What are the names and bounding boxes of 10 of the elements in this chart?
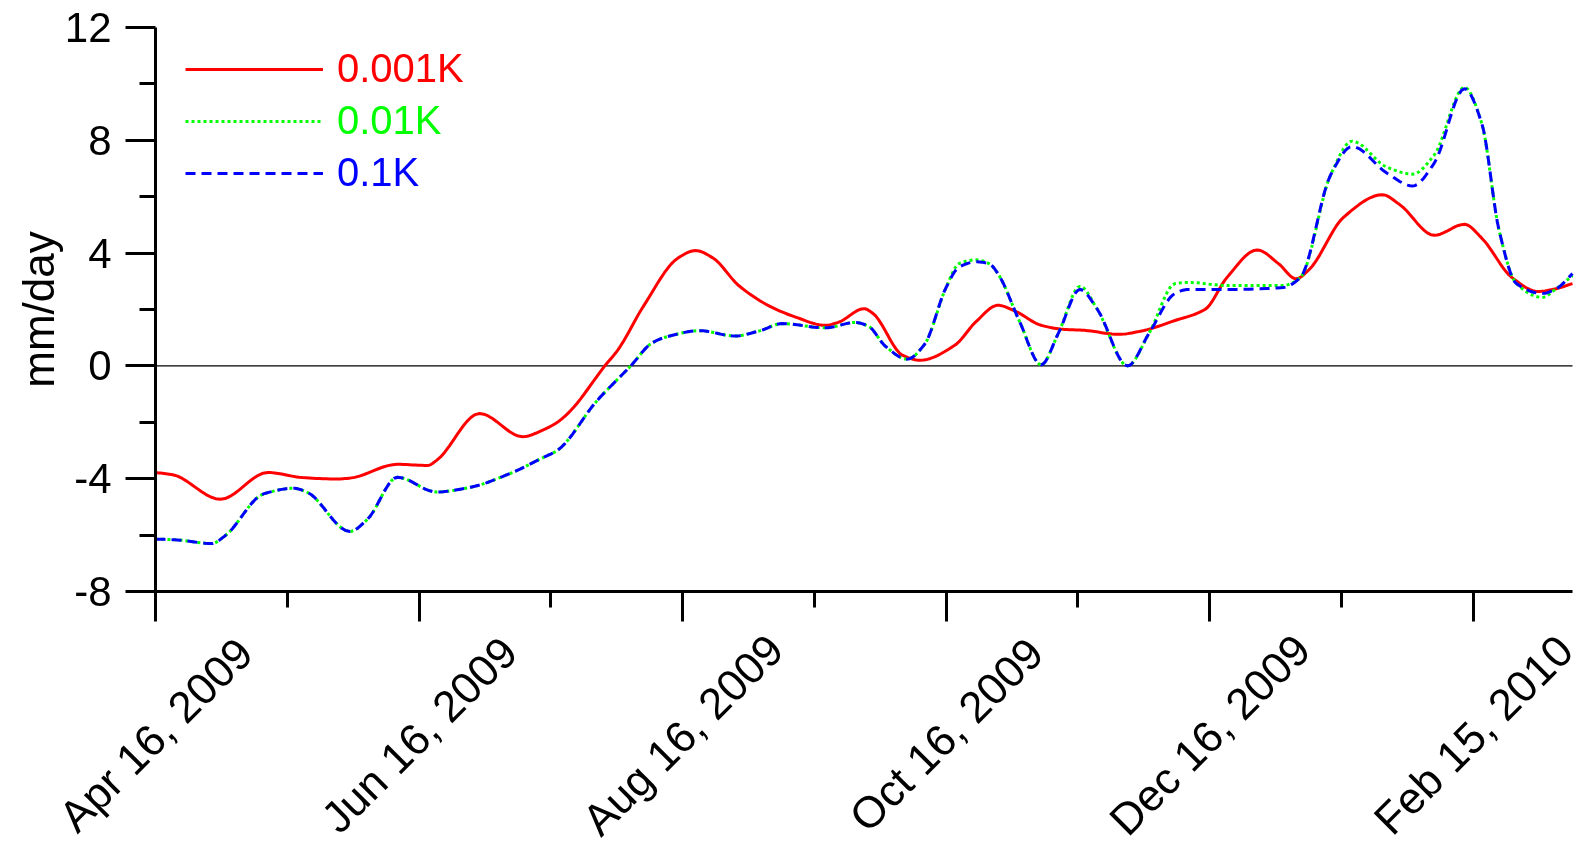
y-tick-label: 12: [64, 4, 112, 51]
legend-label: 0.001K: [337, 46, 464, 91]
y-tick-label: 4: [88, 229, 112, 277]
legend-label: 0.01K: [337, 98, 442, 143]
y-tick-label: 8: [88, 116, 112, 164]
y-axis-title: mm/day: [14, 231, 63, 388]
y-tick-label: -8: [74, 568, 112, 615]
y-tick-label: 0: [88, 342, 112, 390]
y-tick-label: -4: [74, 455, 112, 503]
legend-label: 0.1K: [337, 150, 420, 195]
